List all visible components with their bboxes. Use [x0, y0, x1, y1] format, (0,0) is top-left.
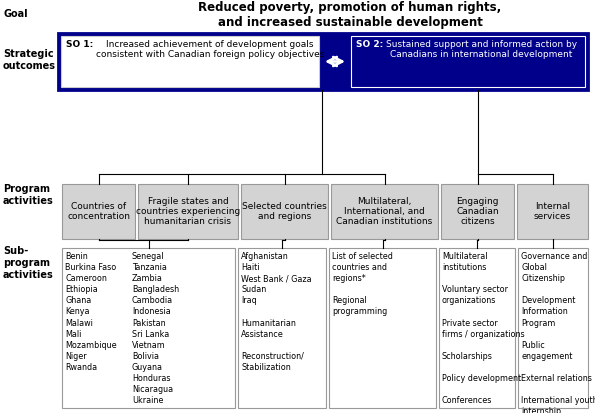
Bar — [138, 184, 238, 239]
Text: Benin
Burkina Faso
Cameroon
Ethiopia
Ghana
Kenya
Malawi
Mali
Mozambique
Niger
Rw: Benin Burkina Faso Cameroon Ethiopia Gha… — [65, 252, 117, 372]
Bar — [331, 184, 438, 239]
Text: Sustained support and informed action by
Canadians in international development: Sustained support and informed action by… — [386, 40, 577, 59]
Bar — [238, 248, 326, 408]
Text: Afghanistan
Haiti
West Bank / Gaza
Sudan
Iraq

Humanitarian
Assistance

Reconstr: Afghanistan Haiti West Bank / Gaza Sudan… — [241, 252, 312, 372]
Text: Reduced poverty, promotion of human rights,
and increased sustainable developmen: Reduced poverty, promotion of human righ… — [198, 1, 502, 29]
Text: Sub-
program
activities: Sub- program activities — [3, 247, 54, 280]
Text: Multilateral
institutions

Voluntary sector
organizations

Private sector
firms : Multilateral institutions Voluntary sect… — [442, 252, 525, 405]
Bar — [62, 184, 135, 239]
Text: Multilateral,
International, and
Canadian institutions: Multilateral, International, and Canadia… — [336, 197, 433, 226]
Text: Strategic
outcomes: Strategic outcomes — [3, 49, 56, 71]
Text: Countries of
concentration: Countries of concentration — [67, 202, 130, 221]
Bar — [61, 36, 319, 87]
Bar — [351, 36, 585, 87]
Bar — [241, 184, 328, 239]
Text: Program
activities: Program activities — [3, 184, 54, 206]
Bar — [518, 248, 588, 408]
Text: Governance and
Global
Citizenship

Development
Information
Program

Public
engag: Governance and Global Citizenship Develo… — [521, 252, 595, 413]
Text: SO 2:: SO 2: — [356, 40, 390, 49]
Bar — [439, 248, 515, 408]
Text: Goal: Goal — [3, 9, 27, 19]
Text: Increased achievement of development goals
consistent with Canadian foreign poli: Increased achievement of development goa… — [96, 40, 324, 59]
Text: Selected countries
and regions: Selected countries and regions — [242, 202, 327, 221]
Text: List of selected
countries and
regions*

Regional
programming: List of selected countries and regions* … — [332, 252, 393, 316]
Bar — [517, 184, 588, 239]
Text: Senegal
Tanzania
Zambia
Bangladesh
Cambodia
Indonesia
Pakistan
Sri Lanka
Vietnam: Senegal Tanzania Zambia Bangladesh Cambo… — [132, 252, 179, 405]
Text: Engaging
Canadian
citizens: Engaging Canadian citizens — [456, 197, 499, 226]
Bar — [441, 184, 514, 239]
Text: SO 1:: SO 1: — [66, 40, 99, 49]
Bar — [58, 33, 588, 90]
Text: Internal
services: Internal services — [534, 202, 571, 221]
Bar — [62, 248, 235, 408]
Text: Fragile states and
countries experiencing
humanitarian crisis: Fragile states and countries experiencin… — [136, 197, 240, 226]
Bar — [329, 248, 436, 408]
